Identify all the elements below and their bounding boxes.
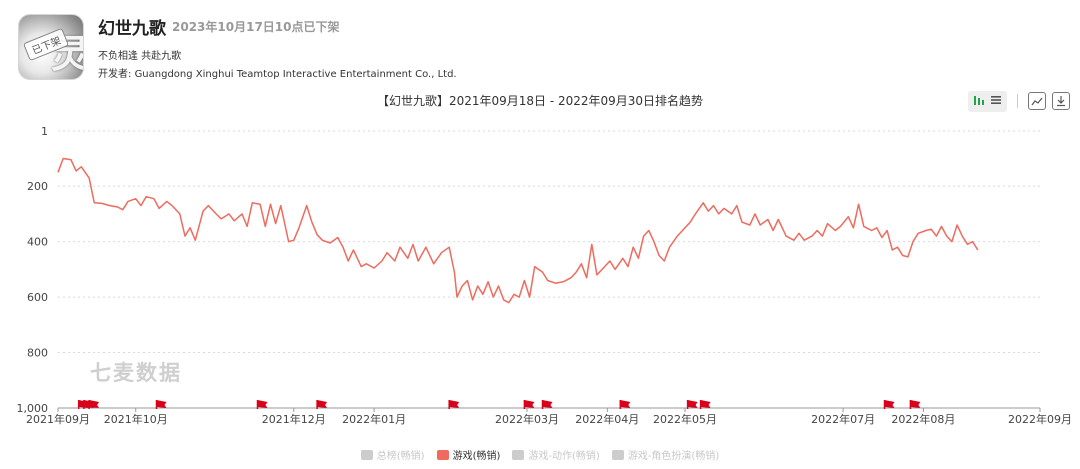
event-flag[interactable] xyxy=(316,400,328,409)
y-axis-ticks: 1 200 400 600 800 1,000 xyxy=(17,125,49,415)
app-subtitle: 不负相逢 共赴九歌 xyxy=(98,51,182,62)
app-header: 灵 已下架 幻世九歌 2023年10月17日10点已下架 不负相逢 共赴九歌 开… xyxy=(0,0,1080,88)
event-flag[interactable] xyxy=(541,400,553,409)
event-flag[interactable] xyxy=(909,400,921,409)
delist-note: 2023年10月17日10点已下架 xyxy=(172,20,340,34)
app-icon[interactable]: 灵 已下架 xyxy=(18,14,84,80)
legend-item[interactable]: 游戏-动作(畅销) xyxy=(512,447,600,462)
series-line xyxy=(57,157,979,304)
legend-item[interactable]: 总榜(畅销) xyxy=(360,447,425,462)
x-tick-label: 2022年03月 xyxy=(495,412,559,426)
toolbar-divider xyxy=(1017,94,1018,108)
chart-legend: 总榜(畅销) 游戏(畅销) 游戏-动作(畅销) 游戏-角色扮演(畅销) xyxy=(0,447,1080,462)
chart-title: 【幻世九歌】2021年09月18日 - 2022年09月30日排名趋势 xyxy=(376,94,704,108)
bar-chart-icon[interactable] xyxy=(972,92,986,111)
event-flag[interactable] xyxy=(699,400,711,409)
x-tick-label: 2022年08月 xyxy=(891,412,955,426)
event-flag[interactable] xyxy=(256,400,268,409)
legend-item[interactable]: 游戏-角色扮演(畅销) xyxy=(611,447,720,462)
legend-swatch xyxy=(436,449,449,460)
y-tick-label: 200 xyxy=(27,180,48,193)
series-lines xyxy=(57,157,979,304)
y-tick-label: 400 xyxy=(27,236,48,249)
flag-cloth xyxy=(156,400,167,408)
event-flag[interactable] xyxy=(88,400,100,409)
flag-cloth xyxy=(257,400,268,408)
download-icon[interactable] xyxy=(1052,92,1070,110)
x-tick-label: 2021年12月 xyxy=(262,412,326,426)
developer-name[interactable]: Guangdong Xinghui Teamtop Interactive En… xyxy=(134,69,457,80)
image-icon[interactable] xyxy=(1028,92,1046,110)
flag-cloth xyxy=(620,400,631,408)
developer-label: 开发者: xyxy=(98,69,135,80)
y-tick-label: 600 xyxy=(27,291,48,304)
event-flag[interactable] xyxy=(523,400,535,409)
flag-cloth xyxy=(700,400,711,408)
flag-cloth xyxy=(910,400,921,408)
legend-label: 游戏-角色扮演(畅销) xyxy=(627,451,720,462)
y-tick-label: 1 xyxy=(41,125,48,138)
flag-cloth xyxy=(524,400,535,408)
event-flags xyxy=(77,400,921,409)
flag-cloth xyxy=(89,400,100,408)
legend-swatch xyxy=(512,449,525,460)
legend-swatch xyxy=(611,449,624,460)
legend-label: 游戏(畅销) xyxy=(452,451,501,462)
event-flag[interactable] xyxy=(686,400,698,409)
legend-item[interactable]: 游戏(畅销) xyxy=(436,447,501,462)
view-toggle xyxy=(968,90,1007,112)
event-flag[interactable] xyxy=(619,400,631,409)
app-name: 幻世九歌 xyxy=(98,19,166,39)
flag-cloth xyxy=(449,400,460,408)
x-tick-label: 2022年07月 xyxy=(811,412,875,426)
flag-cloth xyxy=(884,400,895,408)
x-tick-label: 2022年04月 xyxy=(575,412,639,426)
event-flag[interactable] xyxy=(155,400,167,409)
flag-cloth xyxy=(317,400,328,408)
legend-label: 游戏-动作(畅销) xyxy=(528,451,600,462)
x-tick-label: 2022年09月 xyxy=(1008,412,1072,426)
legend-label: 总榜(畅销) xyxy=(376,451,425,462)
event-flag[interactable] xyxy=(448,400,460,409)
grid-lines xyxy=(58,130,1040,409)
x-tick-label: 2022年05月 xyxy=(653,412,717,426)
watermark: 七麦数据 xyxy=(90,361,182,385)
x-axis-ticks: 2021年09月 2021年10月 2021年12月 2022年01月 2022年03月… xyxy=(26,408,1072,426)
x-tick-label: 2021年10月 xyxy=(104,412,168,426)
chart-toolbar xyxy=(968,90,1070,112)
flag-cloth xyxy=(687,400,698,408)
legend-swatch xyxy=(360,449,373,460)
x-tick-label: 2022年01月 xyxy=(342,412,406,426)
event-flag[interactable] xyxy=(883,400,895,409)
list-icon[interactable] xyxy=(989,92,1003,111)
x-tick-label: 2021年09月 xyxy=(26,412,90,426)
flag-cloth xyxy=(542,400,553,408)
developer-info: 开发者: Guangdong Xinghui Teamtop Interacti… xyxy=(98,65,457,80)
y-tick-label: 800 xyxy=(27,347,48,360)
y-tick-label: 1,000 xyxy=(17,402,49,415)
